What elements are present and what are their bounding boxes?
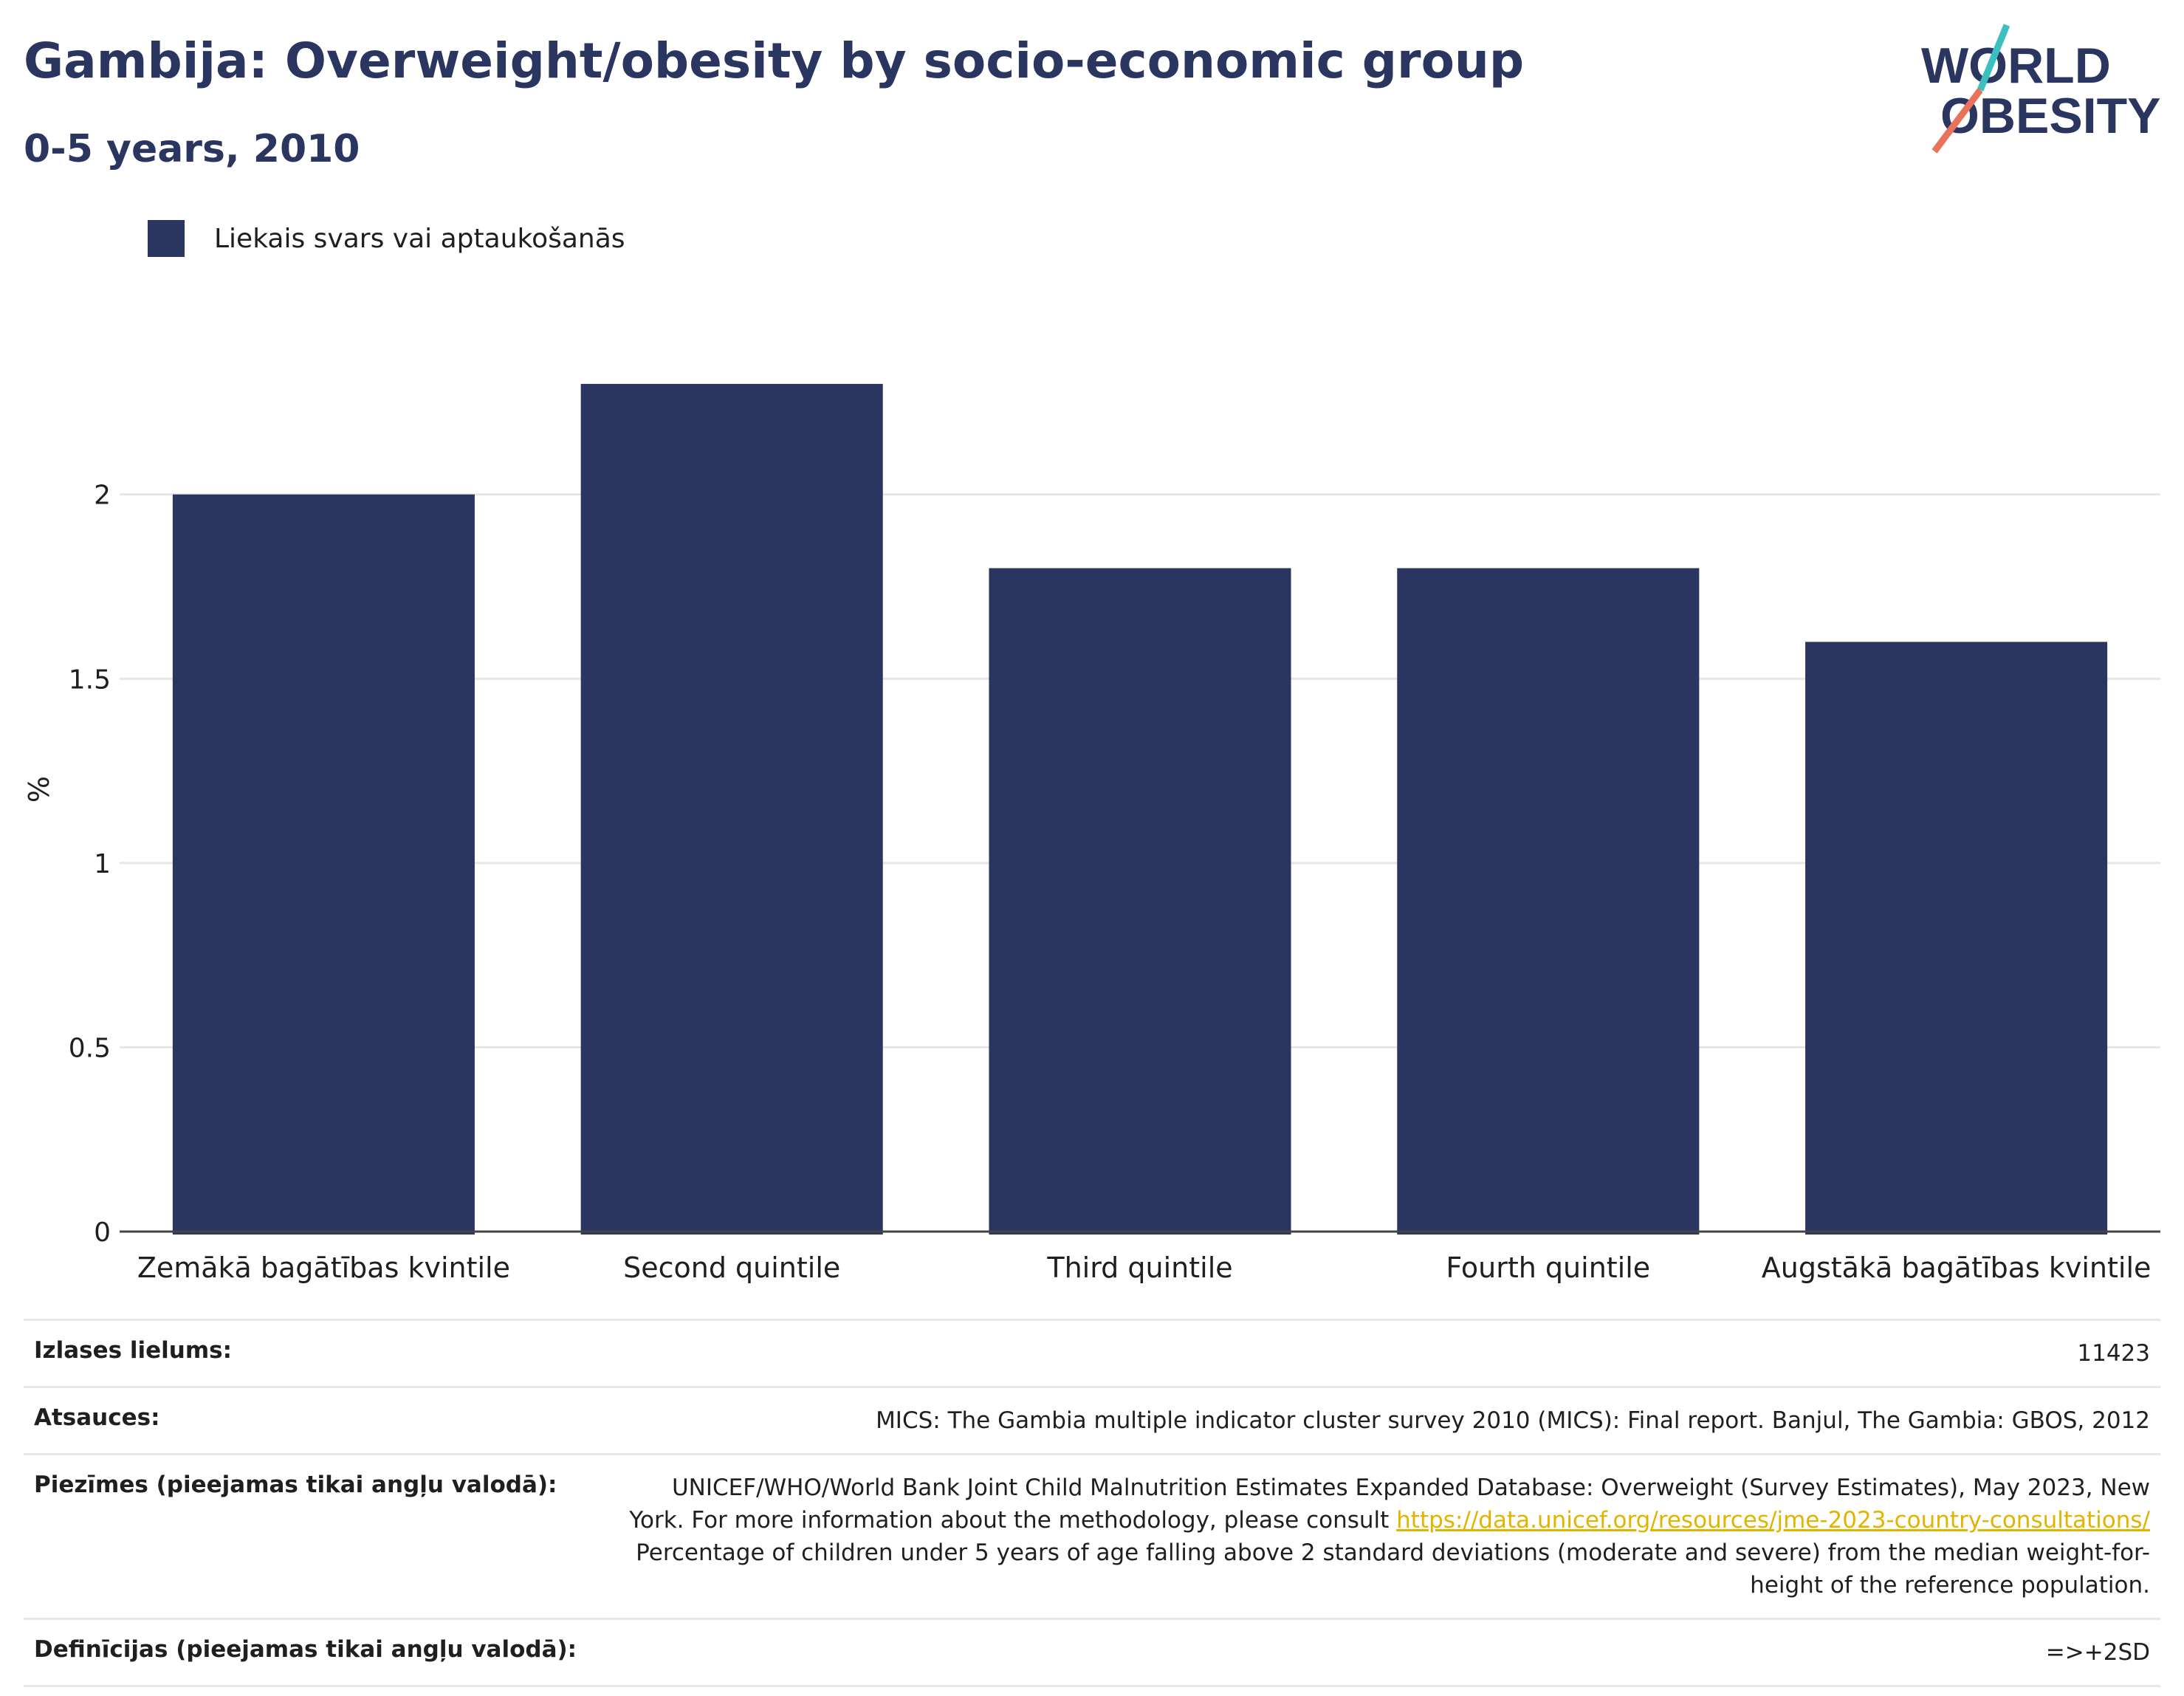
legend: Liekais svars vai aptaukošanās bbox=[148, 220, 625, 257]
y-axis-label: % bbox=[23, 776, 55, 803]
definitions-label: Definīcijas (pieejamas tikai angļu valod… bbox=[34, 1636, 577, 1663]
sources-row: Atsauces: MICS: The Gambia multiple indi… bbox=[24, 1386, 2160, 1453]
notes-link[interactable]: https://data.unicef.org/resources/jme-20… bbox=[1396, 1507, 2150, 1534]
x-tick-label: Augstākā bagātības kvintile bbox=[1762, 1252, 2152, 1284]
sources-label: Atsauces: bbox=[34, 1404, 160, 1431]
x-tick-label: Third quintile bbox=[1046, 1252, 1232, 1284]
x-tick-label: Zemākā bagātības kvintile bbox=[137, 1252, 510, 1284]
chart-subtitle: 0-5 years, 2010 bbox=[24, 127, 360, 171]
notes-text-2: Percentage of children under 5 years of … bbox=[636, 1539, 2150, 1599]
logo-slash-top bbox=[1977, 24, 2010, 92]
notes-label: Piezīmes (pieejamas tikai angļu valodā): bbox=[34, 1472, 557, 1498]
sample-size-row: Izlases lielums: 11423 bbox=[24, 1319, 2160, 1386]
legend-swatch bbox=[148, 220, 185, 257]
definitions-value: =>+2SD bbox=[2045, 1639, 2150, 1666]
info-table: Izlases lielums: 11423 Atsauces: MICS: T… bbox=[24, 1319, 2160, 1687]
bar bbox=[1397, 568, 1700, 1235]
chart-title: Gambija: Overweight/obesity by socio-eco… bbox=[24, 32, 1525, 89]
y-tick-label: 1.5 bbox=[69, 665, 111, 695]
definitions-row: Definīcijas (pieejamas tikai angļu valod… bbox=[24, 1618, 2160, 1687]
sample-size-label: Izlases lielums: bbox=[34, 1337, 232, 1364]
x-tick-labels: Zemākā bagātības kvintile Second quintile… bbox=[137, 1252, 2152, 1284]
notes-text-1: UNICEF/WHO/World Bank Joint Child Malnut… bbox=[629, 1474, 2150, 1534]
x-tick-label: Second quintile bbox=[623, 1252, 840, 1284]
bar bbox=[989, 568, 1291, 1235]
notes-value: UNICEF/WHO/World Bank Joint Child Malnut… bbox=[614, 1472, 2150, 1601]
logo-line-1: WORLD bbox=[1921, 38, 2111, 94]
bar bbox=[1805, 642, 2108, 1235]
x-tick-label: Fourth quintile bbox=[1446, 1252, 1650, 1284]
y-tick-labels: 0 0.5 1 1.5 2 bbox=[69, 481, 111, 1248]
bar-chart: 0 0.5 1 1.5 2 Zemākā bagātības kvintile Secon… bbox=[23, 383, 2160, 1284]
logo-slash-bottom bbox=[1931, 88, 1983, 154]
notes-row: Piezīmes (pieejamas tikai angļu valodā):… bbox=[24, 1453, 2160, 1618]
sources-value: MICS: The Gambia multiple indicator clus… bbox=[876, 1407, 2150, 1434]
bar bbox=[172, 494, 475, 1235]
world-obesity-logo: WORLD OBESITY bbox=[1921, 24, 2161, 154]
y-tick-label: 1 bbox=[94, 849, 111, 879]
legend-label: Liekais svars vai aptaukošanās bbox=[214, 223, 625, 254]
y-tick-label: 2 bbox=[94, 481, 111, 511]
sample-size-value: 11423 bbox=[2077, 1340, 2150, 1367]
y-tick-label: 0.5 bbox=[69, 1033, 111, 1063]
y-tick-label: 0 bbox=[94, 1218, 111, 1248]
bar bbox=[580, 383, 883, 1235]
bars bbox=[172, 383, 2108, 1235]
